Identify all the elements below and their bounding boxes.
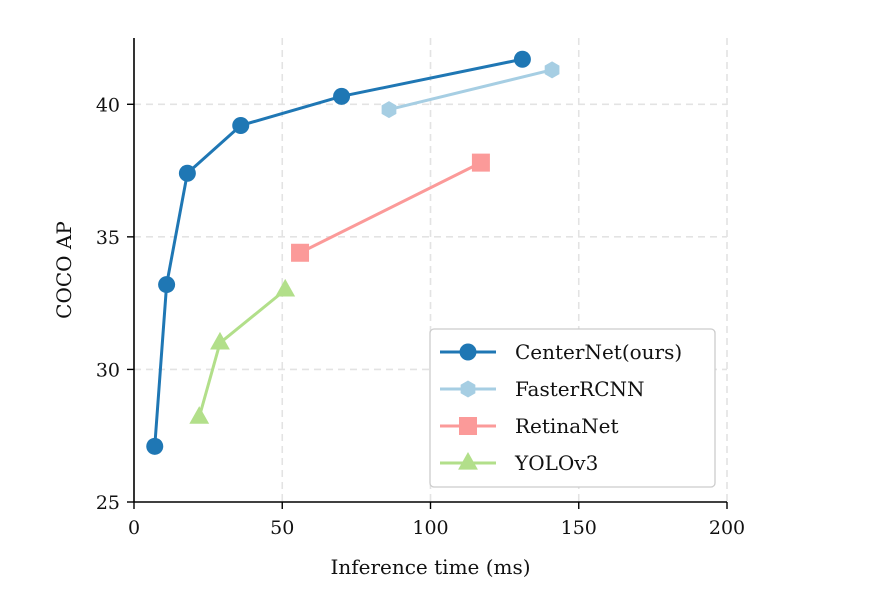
- data-point: [146, 437, 164, 455]
- y-axis-label: COCO AP: [52, 221, 76, 319]
- legend-item: CenterNet(ours): [440, 340, 682, 364]
- x-axis-label: Inference time (ms): [330, 555, 530, 579]
- legend-frame: [429, 328, 716, 488]
- legend-marker: [459, 343, 477, 361]
- legend-item: FasterRCNN: [440, 377, 645, 401]
- legend-marker: [458, 452, 478, 470]
- legend-item: RetinaNet: [440, 414, 619, 438]
- data-point: [381, 101, 397, 119]
- series-line: [388, 68, 553, 112]
- x-tick-label: 50: [270, 517, 294, 539]
- legend-label: RetinaNet: [515, 414, 619, 438]
- series-centernet-ours: [146, 50, 531, 455]
- data-point: [178, 164, 196, 182]
- series-line: [153, 57, 523, 447]
- data-point: [471, 153, 490, 172]
- data-point: [210, 331, 230, 350]
- data-point: [291, 243, 310, 262]
- series-yolov3: [189, 278, 296, 424]
- legend-marker: [460, 380, 476, 398]
- series-line: [299, 161, 482, 255]
- legend-label: FasterRCNN: [515, 377, 645, 401]
- y-tick-label: 30: [96, 359, 120, 381]
- legend-label: CenterNet(ours): [515, 340, 682, 364]
- series-retinanet: [291, 153, 490, 262]
- data-point: [513, 50, 531, 68]
- legend-marker: [459, 417, 477, 435]
- data-point: [232, 116, 250, 134]
- x-tick-label: 200: [709, 517, 745, 539]
- legend: CenterNet(ours) FasterRCNN RetinaNet YOLOv3: [429, 328, 716, 488]
- legend-item: YOLOv3: [440, 451, 598, 475]
- legend-label: YOLOv3: [514, 451, 598, 475]
- data-point: [333, 87, 351, 105]
- x-tick-label: 0: [128, 517, 140, 539]
- y-tick-label: 35: [96, 227, 120, 249]
- data-point: [158, 276, 176, 294]
- series-group: [146, 50, 560, 455]
- x-tick-label: 150: [561, 517, 597, 539]
- data-point: [275, 278, 296, 297]
- series-line: [197, 288, 287, 418]
- series-fasterrcnn: [381, 61, 560, 119]
- y-tick-label: 25: [96, 492, 120, 514]
- data-point: [544, 61, 560, 79]
- ticks: 0 50 100 150 200 25 30 35 40: [96, 94, 745, 539]
- x-tick-label: 100: [412, 517, 448, 539]
- y-tick-label: 40: [96, 94, 120, 116]
- data-point: [189, 406, 210, 424]
